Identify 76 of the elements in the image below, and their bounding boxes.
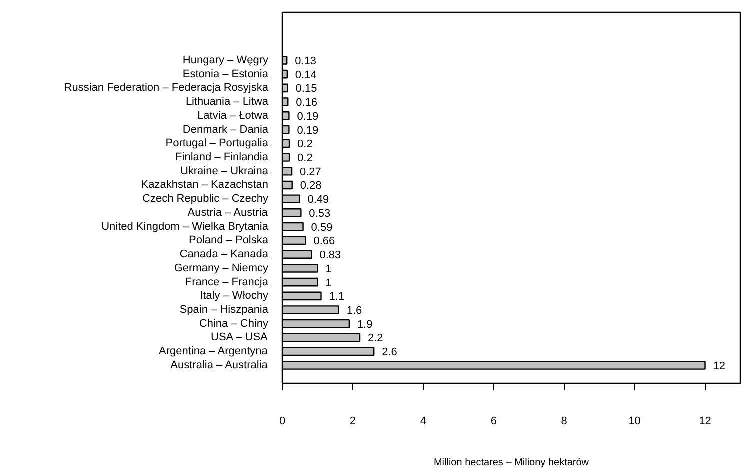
x-tick-label: 12 (699, 416, 712, 428)
data-label: 0.59 (311, 222, 333, 234)
bar (282, 361, 706, 370)
y-tick-label: Estonia – Estonia (182, 68, 270, 80)
data-label: 1.6 (346, 305, 362, 318)
y-tick-label: Germany – Niemcy (174, 262, 269, 274)
x-tick-label: 6 (490, 416, 497, 428)
data-label: 1.9 (357, 318, 373, 331)
data-label: 0.16 (296, 97, 318, 110)
data-label: 0.2 (298, 152, 313, 165)
data-label: 1.1 (329, 291, 345, 304)
bar (282, 347, 375, 356)
bar (282, 56, 288, 65)
data-label: 0.53 (309, 208, 331, 220)
data-label: 2.6 (382, 346, 398, 359)
y-tick-label: Latvia – Łotwa (198, 110, 270, 122)
bar (282, 306, 340, 314)
data-label: 1 (326, 263, 332, 276)
y-tick-label: Argentina – Argentyna (159, 346, 269, 358)
y-tick-label: Canada – Kanada (180, 248, 270, 261)
y-tick-label: Poland – Polska (189, 234, 270, 247)
data-label: 0.83 (320, 250, 342, 262)
data-label: 12 (713, 360, 726, 372)
data-label: 0.13 (295, 55, 316, 68)
y-tick-label: Australia – Australia (170, 359, 269, 372)
y-tick-label: Ukraine – Ukraina (180, 165, 270, 178)
bar (282, 180, 293, 190)
x-tick-label: 0 (279, 416, 286, 428)
bar (282, 166, 293, 176)
y-tick-label: Italy – Włochy (200, 290, 269, 302)
x-tick-label: 8 (561, 416, 568, 428)
data-label: 0.19 (297, 110, 319, 123)
bar (282, 278, 318, 287)
y-tick-label: France – Francja (185, 276, 270, 288)
x-tick-label: 2 (350, 416, 356, 428)
data-label: 2.2 (368, 332, 384, 345)
y-tick-label: Austria – Austria (188, 206, 269, 219)
data-label: 0.27 (300, 166, 322, 178)
data-label: 0.19 (297, 124, 319, 137)
y-tick-label: Spain – Hiszpania (180, 304, 270, 316)
data-label: 0.66 (314, 236, 336, 248)
bar (282, 125, 290, 134)
y-tick-label: China – Chiny (199, 318, 269, 330)
bar (282, 250, 312, 259)
y-tick-label: United Kingdom – Wielka Brytania (102, 220, 270, 233)
bar (282, 222, 304, 232)
y-tick-label: Denmark – Dania (182, 124, 270, 136)
bar (282, 84, 288, 93)
x-tick-label: 4 (420, 416, 426, 428)
bar (282, 153, 290, 162)
bar (282, 236, 306, 246)
y-tick-label: Lithuania – Litwa (186, 96, 270, 108)
bar (282, 319, 350, 328)
data-label: 0.15 (296, 83, 318, 96)
y-tick-label: Portugal – Portugalia (166, 138, 270, 150)
y-tick-label: Kazakhstan – Kazachstan (141, 179, 269, 192)
data-label: 0.14 (295, 69, 317, 82)
data-label: 1 (326, 277, 332, 290)
x-axis-title: Million hectares – Miliony hektarów (434, 458, 590, 468)
data-label: 0.2 (298, 138, 313, 151)
bar (282, 292, 322, 301)
y-tick-label: Czech Republic – Czechy (142, 193, 269, 206)
x-tick-label: 10 (628, 416, 641, 428)
bar (282, 194, 300, 204)
bar (282, 264, 318, 273)
bar (282, 98, 289, 106)
bar (282, 139, 290, 148)
y-tick-label: Hungary – Węgry (182, 54, 269, 66)
data-label: 0.49 (308, 194, 330, 206)
bar (282, 333, 361, 342)
data-label: 0.28 (300, 180, 322, 192)
bar (282, 208, 302, 218)
y-tick-label: USA – USA (211, 332, 269, 344)
y-tick-label: Russian Federation – Federacja Rosyjska (64, 82, 270, 94)
y-tick-label: Finland – Finlandia (176, 152, 270, 164)
bar (282, 112, 290, 120)
